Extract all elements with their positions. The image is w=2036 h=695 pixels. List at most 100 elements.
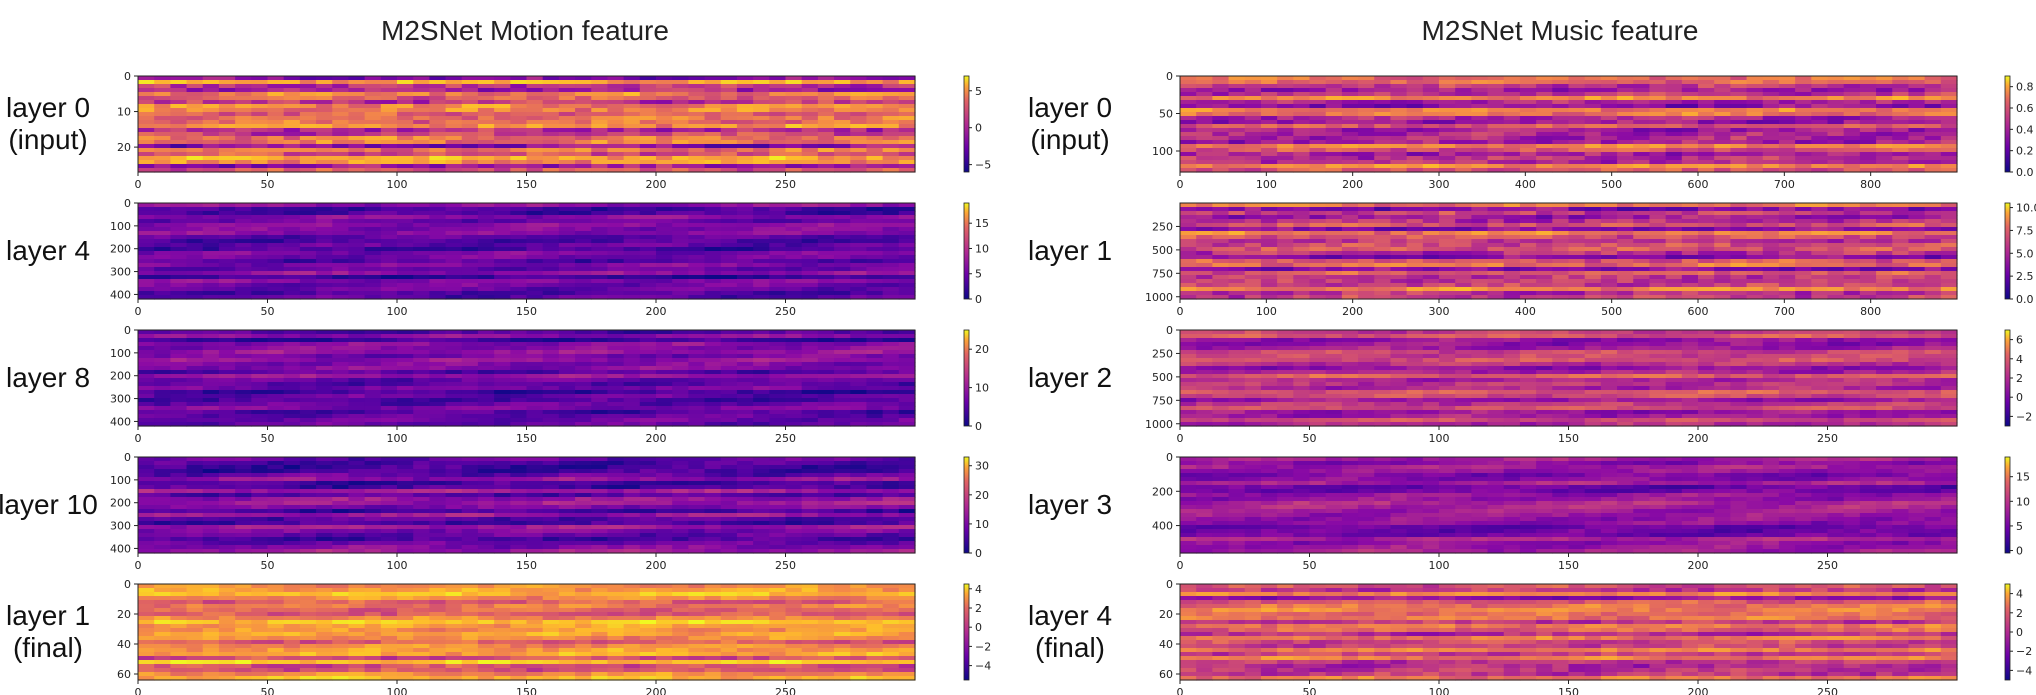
heatmap-cell — [477, 469, 495, 474]
heatmap-cell — [364, 338, 382, 343]
heatmap-cell — [817, 457, 835, 462]
heatmap-cell — [283, 592, 301, 597]
heatmap-cell — [316, 283, 333, 288]
heatmap-cell — [348, 215, 366, 220]
heatmap-cell — [785, 545, 803, 550]
heatmap-cell — [154, 354, 171, 359]
heatmap-cell — [510, 473, 528, 478]
heatmap-cell — [639, 588, 657, 593]
heatmap-cell — [186, 92, 204, 97]
heatmap-cell — [154, 584, 171, 589]
heatmap-cell — [639, 231, 657, 236]
heatmap-cell — [575, 465, 592, 470]
heatmap-cell — [834, 168, 851, 173]
heatmap-cell — [170, 600, 188, 605]
heatmap-cell — [850, 92, 868, 97]
heatmap-cell — [850, 80, 868, 85]
heatmap-cell — [477, 279, 495, 284]
heatmap-cell — [526, 350, 544, 355]
heatmap-cell — [769, 422, 787, 427]
heatmap-cell — [218, 588, 236, 593]
heatmap-cell — [397, 521, 414, 526]
heatmap-cell — [882, 96, 900, 101]
heatmap-cell — [316, 251, 333, 256]
heatmap-cell — [332, 465, 350, 470]
heatmap-cell — [494, 160, 511, 165]
heatmap-cell — [397, 164, 414, 169]
heatmap-cell — [591, 457, 609, 462]
heatmap-cell — [283, 545, 301, 550]
heatmap-cell — [704, 521, 722, 526]
heatmap-cell — [267, 271, 285, 276]
row-label: layer 0 (input) — [6, 92, 90, 155]
heatmap-cell — [170, 596, 188, 601]
heatmap-cell — [380, 473, 398, 478]
heatmap-cell — [380, 164, 398, 169]
heatmap-cell — [575, 156, 592, 161]
heatmap-cell — [575, 469, 592, 474]
heatmap-cell — [477, 541, 495, 546]
heatmap-cell — [510, 334, 528, 339]
heatmap-cell — [623, 362, 641, 367]
heatmap-cell — [526, 271, 544, 276]
heatmap-cell — [218, 330, 236, 335]
heatmap-cell — [736, 406, 754, 411]
heatmap-cell — [688, 108, 706, 113]
heatmap-cell — [817, 541, 835, 546]
heatmap-cell — [364, 231, 382, 236]
heatmap-cell — [720, 533, 738, 538]
heatmap-cell — [283, 279, 301, 284]
heatmap-cell — [526, 378, 544, 383]
heatmap-cell — [672, 549, 689, 554]
heatmap-cell — [769, 116, 787, 121]
heatmap-cell — [429, 370, 447, 375]
heatmap-cell — [445, 247, 463, 252]
heatmap-cell — [170, 402, 188, 407]
heatmap-cell — [785, 255, 803, 260]
heatmap-cell — [704, 584, 722, 589]
heatmap-cell — [332, 390, 350, 395]
heatmap-cell — [882, 525, 900, 530]
heatmap-cell — [348, 378, 366, 383]
heatmap-cell — [494, 394, 511, 399]
heatmap-cell — [688, 330, 706, 335]
heatmap-cell — [753, 402, 770, 407]
heatmap-cell — [898, 493, 916, 498]
heatmap-cell — [332, 529, 350, 534]
heatmap-cell — [526, 334, 544, 339]
heatmap-cell — [186, 160, 204, 165]
heatmap-cell — [202, 549, 220, 554]
heatmap-cell — [251, 156, 269, 161]
heatmap-cell — [316, 84, 333, 89]
heatmap-cell — [785, 144, 803, 149]
heatmap-cell — [170, 227, 188, 232]
heatmap-cell — [542, 588, 560, 593]
heatmap-cell — [413, 414, 430, 419]
heatmap-cell — [866, 223, 884, 228]
heatmap-cell — [413, 489, 430, 494]
heatmap-cell — [785, 96, 803, 101]
heatmap-cell — [283, 501, 301, 506]
heatmap-cell — [413, 366, 430, 371]
heatmap-cell — [720, 481, 738, 486]
heatmap-cell — [688, 132, 706, 137]
heatmap-cell — [397, 255, 414, 260]
heatmap-cell — [736, 521, 754, 526]
heatmap-cell — [639, 354, 657, 359]
heatmap-cell — [202, 211, 220, 216]
heatmap-cell — [202, 346, 220, 351]
heatmap-cell — [445, 457, 463, 462]
heatmap-cell — [607, 156, 625, 161]
heatmap-cell — [769, 469, 787, 474]
heatmap-cell — [526, 275, 544, 280]
heatmap-cell — [882, 88, 900, 93]
heatmap-cell — [477, 406, 495, 411]
heatmap-cell — [397, 350, 414, 355]
heatmap-cell — [801, 104, 819, 109]
heatmap-cell — [688, 96, 706, 101]
heatmap-cell — [283, 390, 301, 395]
heatmap-cell — [154, 287, 171, 292]
heatmap-cell — [413, 88, 430, 93]
heatmap-cell — [607, 521, 625, 526]
heatmap-cell — [736, 338, 754, 343]
